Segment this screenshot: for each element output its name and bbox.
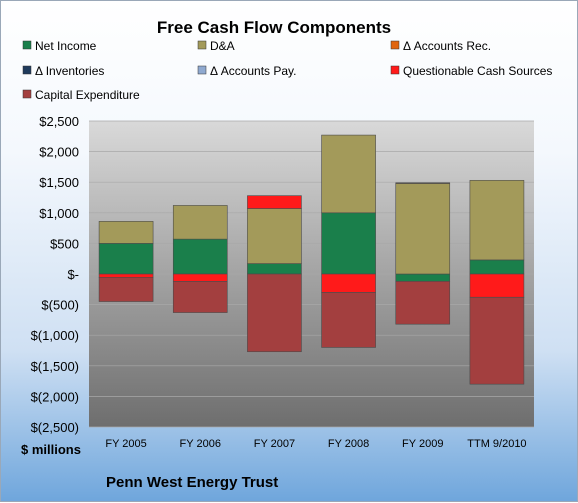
- bar-capital-expenditure-fy-2008: [321, 292, 376, 348]
- legend-swatch: [22, 89, 32, 99]
- y-tick-label: $(2,000): [31, 389, 79, 404]
- chart-title: Free Cash Flow Components: [157, 18, 391, 37]
- legend-item-net-income: Net Income: [22, 39, 97, 53]
- bar-d-a-fy-2008: [321, 134, 376, 214]
- legend-label: Δ Accounts Rec.: [403, 39, 491, 53]
- bar-d-a-fy-2005: [98, 221, 154, 244]
- bar-net-income-ttm-9-2010: [469, 259, 525, 275]
- legend-label: Δ Accounts Pay.: [210, 64, 297, 78]
- bar-questionable-cash-sources-fy-2006: [172, 273, 228, 282]
- x-tick-label: FY 2009: [402, 438, 443, 450]
- bar-d-a-fy-2009: [395, 183, 451, 275]
- bar-questionable-cash-sources-fy-2008: [321, 273, 376, 293]
- y-tick-label: $(500): [41, 298, 79, 313]
- y-tick-label: $2,500: [39, 114, 79, 129]
- bar-d-a-fy-2006: [172, 205, 228, 240]
- bar-capital-expenditure-ttm-9-2010: [469, 296, 525, 385]
- bar-questionable-cash-sources-fy-2007: [247, 195, 302, 209]
- bar-capital-expenditure-fy-2005: [98, 277, 154, 302]
- x-tick-label: TTM 9/2010: [467, 438, 526, 450]
- bar-capital-expenditure-fy-2006: [172, 281, 228, 313]
- legend-label: D&A: [210, 39, 235, 53]
- legend-swatch: [390, 65, 400, 75]
- footer-company-name: Penn West Energy Trust: [106, 474, 278, 491]
- x-tick-label: FY 2008: [328, 438, 369, 450]
- legend-item-accounts-pay: Δ Accounts Pay.: [197, 64, 297, 78]
- bar-net-income-fy-2008: [321, 212, 376, 275]
- x-tick-label: FY 2005: [105, 438, 146, 450]
- bar-d-a-fy-2007: [247, 208, 302, 264]
- x-tick-label: FY 2007: [254, 438, 295, 450]
- legend-label: Net Income: [35, 39, 97, 53]
- bar-capital-expenditure-fy-2007: [247, 273, 302, 353]
- y-tick-label: $(1,500): [31, 359, 79, 374]
- legend-label: Δ Inventories: [35, 64, 104, 78]
- x-axis: FY 2005 FY 2006 FY 2007 FY 2008 FY 2009 TTM 9…: [105, 438, 526, 450]
- y-tick-label: $(2,500): [31, 420, 79, 435]
- legend: Net Income D&A Δ Accounts Rec. Δ Inventorie…: [22, 39, 552, 102]
- plot-area: [89, 120, 534, 428]
- legend-swatch: [22, 65, 32, 75]
- y-axis: $2,500 $2,000 $1,500 $1,000 $500 $- $(500) $(1,…: [31, 114, 79, 435]
- legend-swatch: [390, 40, 400, 50]
- legend-item-accounts-rec: Δ Accounts Rec.: [390, 39, 491, 53]
- legend-swatch: [197, 65, 207, 75]
- legend-item-inventories: Δ Inventories: [22, 64, 104, 78]
- bar-net-income-fy-2006: [172, 238, 228, 275]
- bar-net-income-fy-2005: [98, 243, 154, 275]
- bar-questionable-cash-sources-fy-2009: [395, 182, 451, 184]
- y-tick-label: $500: [50, 236, 79, 251]
- bar-d-a-ttm-9-2010: [469, 180, 525, 261]
- bar-capital-expenditure-fy-2009: [395, 281, 451, 325]
- y-tick-label: $2,000: [39, 145, 79, 160]
- bar-questionable-cash-sources-fy-2005: [98, 273, 154, 278]
- y-tick-label: $1,000: [39, 206, 79, 221]
- y-tick-label: $-: [67, 267, 79, 282]
- legend-label: Capital Expenditure: [35, 88, 140, 102]
- y-tick-label: $(1,000): [31, 328, 79, 343]
- y-tick-label: $1,500: [39, 175, 79, 190]
- legend-swatch: [22, 40, 32, 50]
- legend-swatch: [197, 40, 207, 50]
- y-axis-units-label: $ millions: [21, 442, 81, 457]
- bar-net-income-fy-2007: [247, 263, 302, 275]
- x-tick-label: FY 2006: [180, 438, 221, 450]
- legend-item-questionable-cash-sources: Questionable Cash Sources: [390, 64, 552, 78]
- legend-item-d-a: D&A: [197, 39, 235, 53]
- legend-item-capital-expenditure: Capital Expenditure: [22, 88, 140, 102]
- bar-questionable-cash-sources-ttm-9-2010: [469, 273, 525, 298]
- bar-net-income-fy-2009: [395, 273, 451, 282]
- legend-label: Questionable Cash Sources: [403, 64, 552, 78]
